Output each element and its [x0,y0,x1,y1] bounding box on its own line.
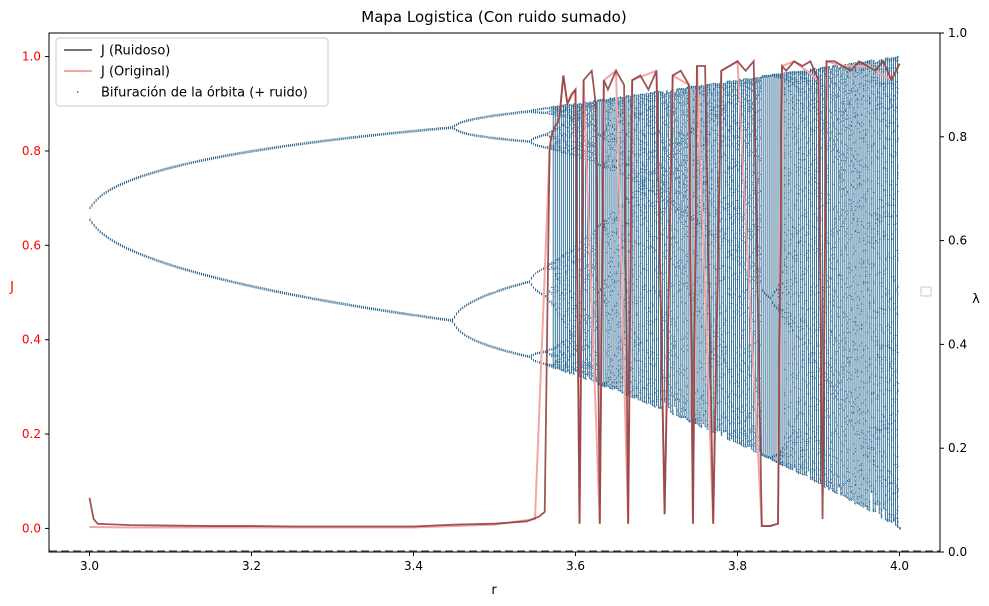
legend-dot-swatch [77,91,79,93]
plot-area [48,32,941,553]
j-lines [88,58,901,529]
y-left-tick-label: 0.6 [22,238,41,252]
y-left-tick-label: 0.0 [22,521,41,535]
y-right-tick-label: 0.2 [948,441,967,455]
y-right-tick-label: 0.6 [948,234,967,248]
x-axis: 3.0 3.2 3.4 3.6 3.8 4.0 [80,552,909,573]
x-tick-label: 4.0 [890,559,909,573]
y-left-tick-label: 1.0 [22,50,41,64]
legend: J (Ruidoso) J (Original) Bifuración de la … [55,37,329,107]
y-right-tick-label: 1.0 [948,26,967,40]
y-right-tick-label: 0.8 [948,130,967,144]
x-tick-label: 3.2 [242,559,261,573]
plot-frame [48,32,941,553]
y-left-tick-label: 0.8 [22,144,41,158]
y-right-tick-label: 0.4 [948,337,967,351]
empty-legend-marker [920,286,932,297]
y-right-tick-label: 0.0 [948,545,967,559]
y-left-tick-label: 0.2 [22,427,41,441]
legend-label: Bifuración de la órbita (+ ruido) [101,86,308,101]
legend-label: J (Ruidoso) [100,44,170,59]
x-tick-label: 3.8 [728,559,747,573]
x-axis-label: r [491,583,497,598]
x-tick-label: 3.4 [404,559,423,573]
j-noisy-line [88,58,901,528]
x-tick-label: 3.6 [566,559,585,573]
legend-box [55,37,329,107]
chart-title: Mapa Logistica (Con ruido sumado) [361,8,626,26]
x-tick-label: 3.0 [80,559,99,573]
y-axis-right-label: λ [972,292,980,307]
y-axis-right: 0.0 0.2 0.4 0.6 0.8 1.0 [940,26,967,559]
y-left-tick-label: 0.4 [22,333,41,347]
y-axis-left: 0.0 0.2 0.4 0.6 0.8 1.0 [22,50,49,535]
y-axis-left-label: J [9,280,14,295]
legend-label: J (Original) [100,65,170,80]
